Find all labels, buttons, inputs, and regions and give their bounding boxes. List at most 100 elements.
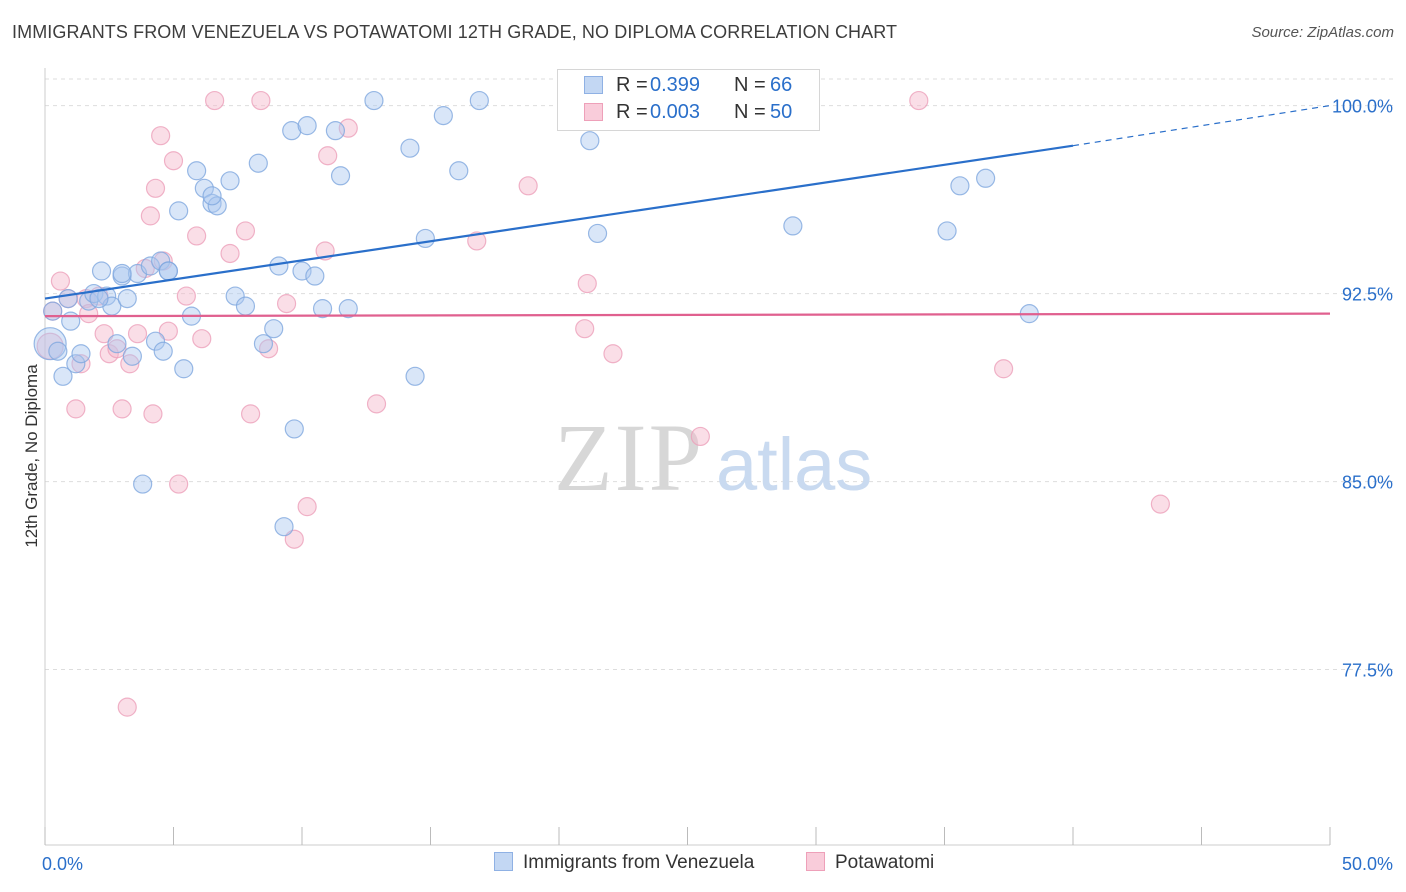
venezuela-point (235, 296, 256, 316)
venezuela-point (43, 301, 63, 321)
potawatomi-point (518, 176, 538, 196)
venezuela-point (174, 359, 194, 379)
potawatomi-point (169, 474, 189, 494)
potawatomi-trend-line (44, 312, 1331, 318)
venezuela-point (274, 517, 294, 537)
potawatomi-point (151, 126, 171, 146)
legend-r-value: 0.003 (650, 101, 701, 123)
venezuela-point (117, 288, 137, 309)
legend-r-label: R = (616, 101, 648, 123)
venezuela-point (187, 161, 207, 181)
venezuela-point (312, 299, 333, 319)
y-axis-label: 12th Grade, No Diploma (22, 364, 41, 548)
venezuela-point (325, 121, 346, 141)
potawatomi-point (71, 354, 91, 374)
trend-lines (44, 105, 1331, 318)
venezuela-point (415, 228, 435, 249)
y-tick-label: 100.0% (1332, 97, 1393, 117)
venezuela-point (449, 161, 469, 181)
chart-title: IMMIGRANTS FROM VENEZUELA VS POTAWATOMI … (12, 22, 898, 42)
axes (44, 68, 1331, 846)
venezuela-point (58, 288, 78, 309)
legend-r-value: 0.399 (650, 74, 701, 96)
potawatomi-point (251, 90, 271, 111)
venezuela-point (107, 334, 127, 354)
venezuela-point (53, 366, 73, 386)
x-tick-label: 0.0% (42, 854, 83, 874)
venezuela-point (220, 171, 240, 191)
venezuela-point (97, 286, 117, 306)
venezuela-point (122, 346, 142, 366)
potawatomi-point (158, 321, 178, 341)
venezuela-point (133, 474, 153, 494)
venezuela-point (405, 366, 425, 386)
venezuela-point (364, 90, 384, 111)
potawatomi-point (176, 286, 196, 306)
venezuela-point (976, 168, 996, 188)
venezuela-point (91, 261, 112, 281)
potawatomi-point (192, 329, 212, 349)
grid-lines (45, 78, 1395, 671)
bottom-legend-label-venezuela: Immigrants from Venezuela (523, 852, 755, 873)
bottom-legend-potawatomi: Potawatomi (806, 852, 934, 874)
venezuela-point (145, 331, 166, 351)
potawatomi-point (145, 178, 166, 198)
venezuela-trend-extension (1072, 105, 1331, 147)
potawatomi-point (112, 399, 132, 419)
venezuela-point (292, 261, 312, 281)
potawatomi-point (143, 404, 163, 424)
bottom-legend-label-potawatomi: Potawatomi (835, 852, 935, 873)
potawatomi-point (366, 394, 387, 414)
potawatomi-point (994, 359, 1014, 379)
venezuela-point (284, 419, 304, 439)
potawatomi-point (94, 324, 114, 344)
venezuela-point (580, 131, 600, 151)
venezuela-point (194, 178, 214, 198)
venezuela-point (297, 116, 317, 136)
venezuela-point (248, 153, 268, 173)
potawatomi-point (117, 697, 137, 717)
y-tick-label: 85.0% (1342, 473, 1393, 493)
potawatomi-point (140, 206, 160, 226)
potawatomi-point (1150, 494, 1170, 514)
venezuela-point (207, 196, 227, 216)
venezuela-point (338, 299, 358, 319)
series-potawatomi-points (36, 90, 1170, 717)
potawatomi-point (127, 324, 148, 344)
legend-swatch-venezuela (584, 76, 603, 94)
potawatomi-point (318, 146, 338, 166)
venezuela-point (469, 90, 489, 111)
venezuela-point (783, 216, 803, 236)
venezuela-point (400, 138, 420, 158)
venezuela-point (153, 341, 173, 361)
potawatomi-point (187, 226, 207, 246)
potawatomi-point (50, 271, 71, 291)
potawatomi-point (603, 344, 623, 364)
venezuela-point (112, 263, 132, 284)
venezuela-point (253, 334, 274, 354)
venezuela-trend-line (44, 144, 1074, 300)
venezuela-point (71, 344, 91, 364)
legend-n-value: 66 (770, 74, 793, 96)
venezuela-point (937, 221, 957, 241)
potawatomi-point (241, 404, 261, 424)
venezuela-point (330, 166, 351, 186)
legend-n-label: N = (734, 101, 766, 123)
y-tick-label: 92.5% (1342, 285, 1393, 305)
stats-legend: R = 0.399 N = 66 R = 0.003 N = 50 (557, 69, 820, 131)
venezuela-point (202, 193, 222, 213)
venezuela-point (305, 266, 325, 286)
venezuela-point (269, 256, 289, 276)
chart-source: Source: ZipAtlas.com (1251, 24, 1394, 41)
venezuela-point (66, 354, 86, 374)
potawatomi-point (909, 90, 929, 111)
legend-n-label: N = (734, 74, 766, 96)
venezuela-point (282, 121, 302, 141)
potawatomi-point (276, 294, 297, 314)
x-tick-label: 50.0% (1342, 854, 1393, 874)
potawatomi-point (284, 529, 304, 549)
venezuela-point (950, 176, 970, 196)
axis-labels: 100.0% 92.5% 85.0% 77.5% 0.0% 50.0% 12th Grade… (22, 97, 1393, 874)
bottom-legend-swatch-venezuela (494, 852, 513, 871)
venezuela-point (202, 186, 222, 206)
